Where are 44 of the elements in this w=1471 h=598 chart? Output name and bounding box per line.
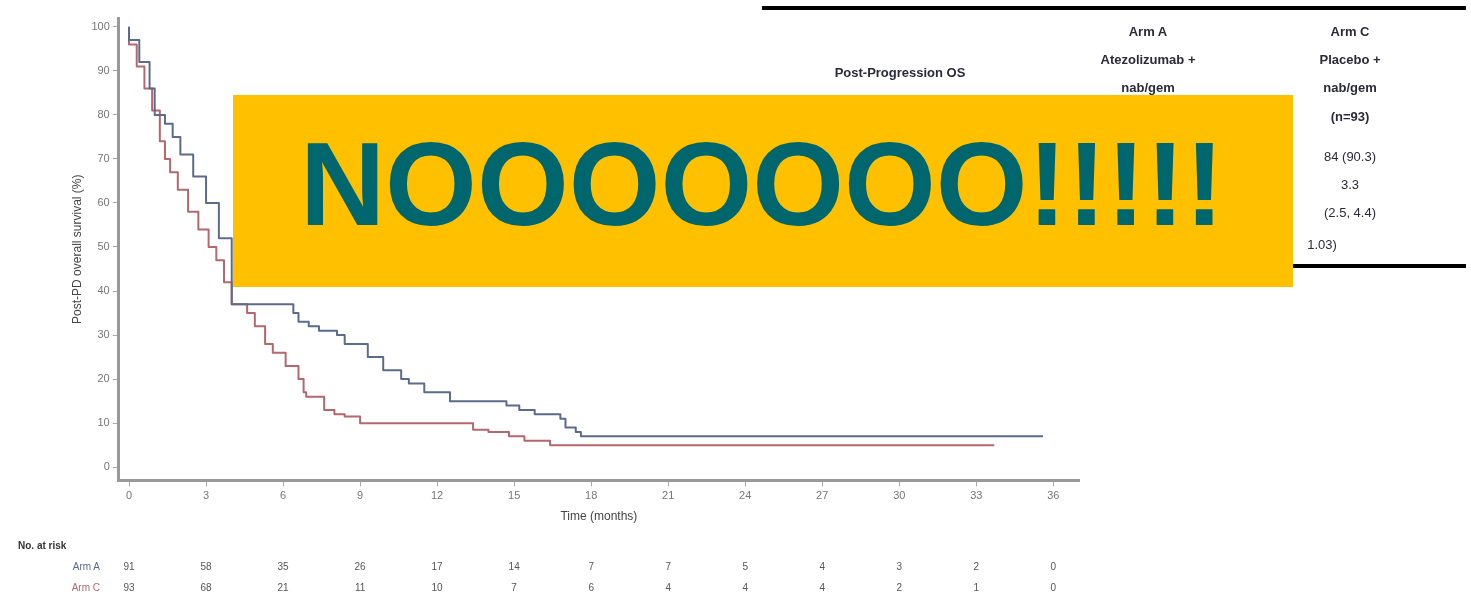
x-tick-label: 36 xyxy=(1047,489,1060,502)
text: nab/gem xyxy=(1121,79,1175,95)
y-tick-label: 60 xyxy=(97,195,110,208)
text: Arm A xyxy=(72,560,101,572)
x-tick-label: 0 xyxy=(125,489,133,502)
x-tick-label: 30 xyxy=(893,489,906,502)
x-tick-label: 33 xyxy=(970,489,983,502)
text: 1.03) xyxy=(1307,236,1337,252)
x-tick-label: 3 xyxy=(202,489,210,502)
y-tick-label: 90 xyxy=(97,63,110,76)
annotation: NOOOOOOO!!!!! xyxy=(299,117,1225,250)
text: 91 58 35 26 17 14 7 7 5 4 3 2 0 xyxy=(123,560,1057,572)
text: Arm A xyxy=(1128,23,1168,39)
x-tick-label: 12 xyxy=(431,489,444,502)
text: 84 (90.3) xyxy=(1323,148,1377,164)
y-tick-label: 10 xyxy=(97,416,110,429)
text: 93 68 21 11 10 7 6 4 4 4 2 1 0 xyxy=(123,581,1057,593)
y-axis-title: Post-PD overall survival (%) xyxy=(69,174,84,324)
y-tick-label: 30 xyxy=(97,328,110,341)
text: Atezolizumab + xyxy=(1100,51,1196,67)
y-tick-label: 40 xyxy=(97,284,110,297)
text: Arm C xyxy=(1330,23,1371,39)
y-tick-label: 0 xyxy=(103,460,110,473)
y-tick-label: 70 xyxy=(97,151,110,164)
x-tick-label: 15 xyxy=(508,489,521,502)
text: Placebo + xyxy=(1319,51,1381,67)
x-axis-title: Time (months) xyxy=(560,509,638,524)
y-tick-label: 100 xyxy=(91,19,110,32)
text: (n=93) xyxy=(1330,108,1370,124)
text: Arm C xyxy=(71,581,100,593)
x-tick-label: 27 xyxy=(816,489,829,502)
x-tick-label: 6 xyxy=(280,489,287,502)
x-tick-label: 18 xyxy=(585,489,598,502)
annotation: Post-Progression OS xyxy=(834,64,966,80)
y-tick-label: 80 xyxy=(97,107,110,120)
text: 3.3 xyxy=(1340,176,1360,192)
x-tick-label: 24 xyxy=(739,489,752,502)
y-tick-label: 20 xyxy=(97,372,110,385)
x-tick-label: 21 xyxy=(662,489,675,502)
x-tick-label: 9 xyxy=(357,489,364,502)
text: nab/gem xyxy=(1323,79,1377,95)
y-tick-label: 50 xyxy=(97,240,110,253)
text: No. at risk xyxy=(18,539,67,551)
text: (2.5, 4.4) xyxy=(1323,204,1377,220)
